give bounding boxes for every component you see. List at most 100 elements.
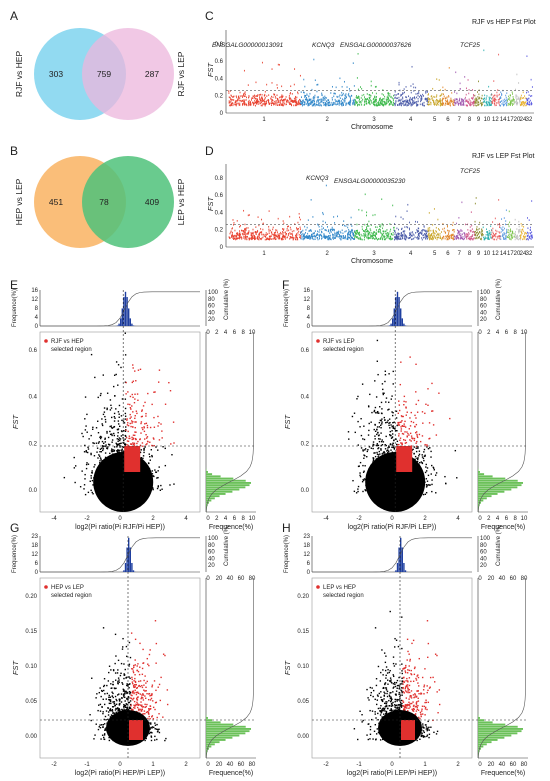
manhattan-point xyxy=(282,231,284,234)
manhattan-point xyxy=(293,97,295,100)
manhattan-point xyxy=(451,100,453,103)
manhattan-point xyxy=(258,238,260,241)
manhattan-point xyxy=(445,99,447,102)
manhattan-point xyxy=(418,92,420,95)
manhattan-point xyxy=(230,231,232,234)
scatter-point xyxy=(98,441,100,443)
manhattan-point xyxy=(463,102,465,105)
manhattan-point xyxy=(314,79,316,82)
top-hist-bar xyxy=(129,318,131,326)
manhattan-point xyxy=(513,235,515,238)
scatter-point xyxy=(414,455,417,458)
manhattan-point xyxy=(507,102,509,105)
manhattan-point xyxy=(527,238,529,241)
manhattan-point xyxy=(241,229,243,232)
scatter-point xyxy=(84,478,86,480)
scatter-point xyxy=(383,392,385,394)
manhattan-point xyxy=(332,229,333,232)
manhattan-point xyxy=(275,235,277,238)
scatter-point xyxy=(426,446,428,448)
manhattan-point xyxy=(526,98,528,101)
manhattan-point xyxy=(467,235,469,237)
manhattan-point xyxy=(471,237,473,240)
manhattan-point xyxy=(509,97,511,99)
manhattan-point xyxy=(480,103,482,106)
manhattan-point xyxy=(418,236,420,239)
manhattan-point xyxy=(293,237,295,239)
manhattan-point xyxy=(288,101,290,104)
manhattan-point xyxy=(418,230,420,233)
manhattan-point xyxy=(351,225,353,227)
manhattan-point xyxy=(242,95,244,97)
scatter-point xyxy=(158,466,160,468)
manhattan-point xyxy=(282,228,283,230)
manhattan-point xyxy=(240,99,242,102)
scatter-point xyxy=(385,401,387,403)
scatter-point xyxy=(377,455,379,458)
manhattan-point xyxy=(268,100,269,103)
manhattan-point xyxy=(459,102,461,104)
scatter-point xyxy=(100,458,102,460)
manhattan-point xyxy=(432,229,434,232)
manhattan-point xyxy=(384,102,386,105)
selected-point xyxy=(426,444,428,446)
scatter-point xyxy=(120,430,123,432)
top-hist-bar xyxy=(131,323,133,326)
cumulative-tick-label: 20 xyxy=(480,317,487,323)
manhattan-point xyxy=(277,217,279,220)
manhattan-point xyxy=(402,92,404,94)
right-hist-bar xyxy=(206,488,240,491)
manhattan-point xyxy=(482,230,483,232)
manhattan-point xyxy=(412,103,414,105)
manhattan-point xyxy=(375,103,377,105)
manhattan-point xyxy=(240,236,242,239)
selected-point xyxy=(398,421,400,424)
manhattan-point xyxy=(524,233,526,235)
scatter-point xyxy=(83,484,86,486)
scatter-point xyxy=(169,484,171,486)
manhattan-point xyxy=(444,237,446,240)
scatter-point xyxy=(115,442,117,445)
scatter-point xyxy=(380,449,382,451)
scatter-point xyxy=(161,488,163,490)
scatter-point xyxy=(433,467,435,469)
scatter-point xyxy=(375,444,378,447)
scatter-point xyxy=(376,443,379,445)
selected-point xyxy=(144,401,146,404)
manhattan-point xyxy=(355,231,357,234)
manhattan-point xyxy=(378,230,380,233)
manhattan-point xyxy=(395,94,397,96)
manhattan-point xyxy=(490,236,492,238)
manhattan-point xyxy=(273,103,275,106)
manhattan-point xyxy=(523,235,525,238)
manhattan-point xyxy=(361,228,363,231)
manhattan-point xyxy=(353,238,355,240)
scatter-point xyxy=(363,425,365,427)
manhattan-point xyxy=(244,230,246,233)
manhattan-point xyxy=(474,230,476,233)
manhattan-point xyxy=(391,238,393,240)
manhattan-point xyxy=(482,234,484,236)
manhattan-point xyxy=(365,102,367,105)
manhattan-point xyxy=(377,230,379,233)
manhattan-point xyxy=(519,100,521,102)
scatter-point xyxy=(374,406,377,409)
scatter-point xyxy=(384,374,387,376)
chromosome-label: 32 xyxy=(526,117,533,123)
manhattan-point xyxy=(527,232,529,234)
manhattan-point xyxy=(292,236,294,239)
scatter-xlabel: log2(Pi ratio(Pi RJF/Pi LEP)) xyxy=(348,524,437,531)
manhattan-point xyxy=(286,100,287,103)
manhattan-point xyxy=(325,237,327,240)
manhattan-point xyxy=(528,97,530,100)
manhattan-point xyxy=(509,235,511,238)
manhattan-point xyxy=(291,100,292,103)
scatter-point xyxy=(113,420,116,422)
scatter-point xyxy=(427,484,429,486)
scatter-point xyxy=(171,454,173,456)
manhattan-point xyxy=(239,237,241,240)
manhattan-point xyxy=(519,103,521,106)
scatter-point xyxy=(98,454,100,456)
manhattan-point xyxy=(420,231,421,234)
manhattan-point xyxy=(464,76,466,78)
